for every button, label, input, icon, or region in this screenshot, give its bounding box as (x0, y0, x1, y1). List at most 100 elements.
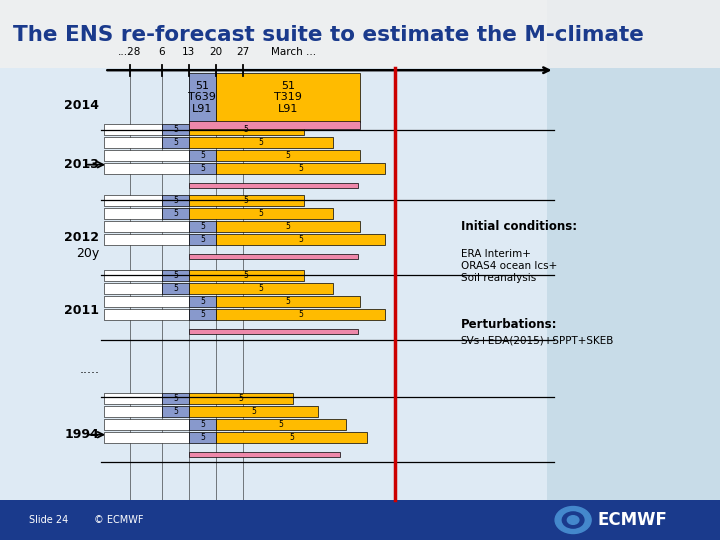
Text: 5: 5 (286, 151, 290, 160)
Text: March ...: March ... (271, 46, 316, 57)
Bar (104, 296, 189, 307)
Text: 5: 5 (173, 394, 178, 403)
Bar (189, 254, 358, 259)
Text: 5: 5 (173, 271, 178, 280)
Text: 2011: 2011 (64, 304, 99, 317)
Bar (162, 270, 189, 281)
Bar (216, 73, 360, 122)
Bar (216, 309, 385, 320)
Bar (104, 234, 189, 245)
Bar (216, 234, 385, 245)
Bar (0, 500, 720, 540)
Text: 2014: 2014 (64, 99, 99, 112)
Text: 5: 5 (289, 433, 294, 442)
Bar (104, 393, 162, 404)
Bar (162, 124, 189, 135)
Text: 5: 5 (173, 407, 178, 416)
Bar (104, 195, 162, 206)
Bar (104, 309, 189, 320)
Text: 5: 5 (251, 407, 256, 416)
Text: The ENS re-forecast suite to estimate the M-climate: The ENS re-forecast suite to estimate th… (13, 25, 644, 45)
Text: ...28: ...28 (118, 46, 141, 57)
Text: 2012: 2012 (64, 231, 99, 244)
Text: 5: 5 (173, 197, 178, 205)
Bar (189, 73, 216, 122)
Text: 27: 27 (237, 46, 250, 57)
Text: 5: 5 (200, 433, 204, 442)
Text: 5: 5 (200, 151, 204, 160)
Bar (189, 163, 216, 174)
Text: ERA Interim+: ERA Interim+ (461, 249, 531, 259)
Text: 5: 5 (258, 284, 263, 293)
Text: 6: 6 (158, 46, 166, 57)
Text: 20: 20 (210, 46, 222, 57)
Bar (0, 0, 720, 68)
Bar (216, 150, 360, 161)
Bar (189, 329, 358, 334)
Bar (104, 208, 162, 219)
Text: 5: 5 (258, 138, 263, 147)
Text: Perturbations:: Perturbations: (461, 318, 557, 330)
Bar (216, 221, 360, 232)
Bar (189, 406, 318, 417)
Circle shape (562, 512, 584, 528)
Bar (104, 163, 189, 174)
Bar (104, 137, 162, 148)
Text: © ECMWF: © ECMWF (94, 515, 143, 525)
Text: 5: 5 (200, 235, 204, 244)
Text: 5: 5 (173, 138, 178, 147)
Text: 5: 5 (298, 164, 303, 173)
Text: 5: 5 (173, 210, 178, 218)
Text: .....: ..... (79, 363, 99, 376)
Bar (216, 296, 360, 307)
Bar (104, 432, 189, 443)
Text: 5: 5 (286, 222, 290, 231)
Bar (104, 406, 162, 417)
Bar (104, 221, 189, 232)
Bar (104, 270, 162, 281)
Bar (162, 137, 189, 148)
Bar (104, 124, 162, 135)
Bar (189, 195, 304, 206)
Bar (189, 432, 216, 443)
Text: Soil reanalysis: Soil reanalysis (461, 273, 536, 283)
Bar (189, 283, 333, 294)
Text: 5: 5 (238, 394, 243, 403)
Text: 5: 5 (279, 420, 283, 429)
Bar (189, 137, 333, 148)
Bar (0, 0, 547, 502)
Bar (189, 150, 216, 161)
Bar (189, 122, 360, 129)
Text: 1994: 1994 (65, 428, 99, 441)
Text: 5: 5 (244, 271, 248, 280)
Bar (162, 283, 189, 294)
Text: 5: 5 (244, 125, 248, 134)
Bar (189, 452, 340, 457)
Bar (162, 393, 189, 404)
Text: 5: 5 (173, 284, 178, 293)
Bar (162, 195, 189, 206)
Text: 5: 5 (258, 210, 263, 218)
Text: 5: 5 (244, 197, 248, 205)
Bar (162, 208, 189, 219)
Text: Initial conditions:: Initial conditions: (461, 220, 577, 233)
Bar (189, 124, 304, 135)
Bar (189, 419, 216, 430)
Text: ORAS4 ocean Ics+: ORAS4 ocean Ics+ (461, 261, 557, 271)
Text: 51
T319
L91: 51 T319 L91 (274, 80, 302, 114)
Bar (189, 221, 216, 232)
Text: 5: 5 (200, 222, 204, 231)
Bar (189, 270, 304, 281)
Text: 5: 5 (173, 125, 178, 134)
Text: Slide 24: Slide 24 (29, 515, 68, 525)
Text: 5: 5 (298, 235, 303, 244)
Bar (162, 406, 189, 417)
Text: 5: 5 (286, 297, 290, 306)
Text: SVs+EDA(2015)+SPPT+SKEB: SVs+EDA(2015)+SPPT+SKEB (461, 335, 614, 345)
Text: 51
T639
L91: 51 T639 L91 (189, 80, 216, 114)
Bar (104, 283, 162, 294)
Bar (216, 419, 346, 430)
Bar (189, 183, 358, 188)
Text: 5: 5 (298, 310, 303, 319)
Text: 13: 13 (182, 46, 195, 57)
